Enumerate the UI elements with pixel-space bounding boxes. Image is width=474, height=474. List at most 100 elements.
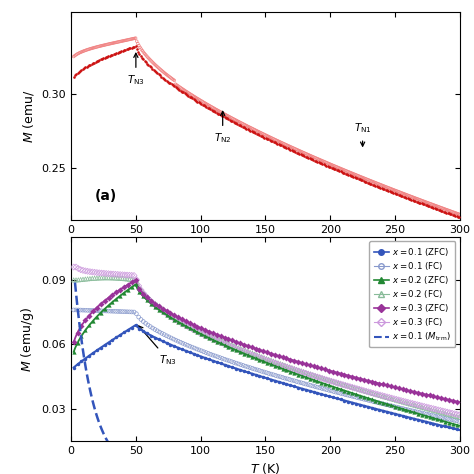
Point xyxy=(400,193,408,201)
Point xyxy=(95,43,103,50)
Point xyxy=(182,321,189,329)
Point xyxy=(160,68,167,76)
Point xyxy=(97,56,105,64)
Point xyxy=(365,388,372,396)
Point xyxy=(252,355,259,362)
Point xyxy=(79,266,87,274)
Point xyxy=(404,400,412,407)
Point xyxy=(225,343,232,351)
Point xyxy=(144,321,152,329)
Point xyxy=(113,38,120,46)
Point xyxy=(423,403,430,411)
Point xyxy=(287,368,294,375)
Point xyxy=(446,207,454,215)
Point xyxy=(339,381,347,389)
Point xyxy=(344,382,351,390)
Point xyxy=(139,289,147,296)
Point xyxy=(84,267,91,275)
Point xyxy=(142,292,149,300)
Point xyxy=(320,158,328,165)
Point xyxy=(438,207,446,215)
Point xyxy=(293,365,301,373)
Point xyxy=(275,140,283,148)
Point xyxy=(372,405,379,412)
Point xyxy=(393,191,401,198)
Point xyxy=(207,332,214,339)
Point xyxy=(416,401,423,409)
Point xyxy=(319,157,327,165)
Point xyxy=(304,381,312,389)
Point xyxy=(346,169,354,176)
Point xyxy=(107,274,115,282)
Point xyxy=(85,321,93,329)
Point xyxy=(434,406,442,414)
Point xyxy=(325,382,333,389)
Point xyxy=(198,100,205,108)
Point xyxy=(163,308,170,316)
Point xyxy=(146,323,154,330)
Point xyxy=(343,167,351,175)
Point xyxy=(410,193,417,201)
Point xyxy=(392,396,400,404)
Point xyxy=(244,349,252,357)
Point xyxy=(268,134,275,142)
Point xyxy=(271,377,279,384)
Point xyxy=(451,412,458,419)
Point xyxy=(70,338,77,346)
Point xyxy=(154,303,161,310)
Point xyxy=(222,114,229,121)
Point xyxy=(451,212,459,219)
Point xyxy=(307,370,314,378)
Point xyxy=(293,146,301,154)
Point xyxy=(291,377,298,384)
Point xyxy=(352,374,360,382)
Point xyxy=(428,201,436,208)
Point xyxy=(441,408,449,415)
Point xyxy=(211,336,219,344)
Point xyxy=(116,38,124,46)
Text: $T_\mathrm{N2}$: $T_\mathrm{N2}$ xyxy=(214,111,231,145)
Point xyxy=(105,40,113,48)
Point xyxy=(100,55,107,62)
Point xyxy=(300,368,307,375)
Point xyxy=(167,311,175,319)
Point xyxy=(302,153,310,160)
Point xyxy=(93,307,100,314)
Point xyxy=(318,379,325,386)
Point xyxy=(211,334,219,342)
Point xyxy=(320,375,328,383)
Point xyxy=(156,65,164,73)
Point xyxy=(226,340,233,347)
Point xyxy=(174,317,182,325)
Point xyxy=(236,366,244,374)
Point xyxy=(369,390,377,397)
Point xyxy=(73,50,81,58)
Point xyxy=(441,418,449,425)
Point xyxy=(237,361,245,368)
Point xyxy=(244,122,251,130)
Point xyxy=(275,378,283,386)
Point xyxy=(194,323,201,330)
Point xyxy=(203,100,210,108)
Point xyxy=(363,178,370,186)
Point xyxy=(455,418,463,425)
Point xyxy=(456,213,463,221)
Point xyxy=(345,171,352,179)
Point xyxy=(235,121,243,128)
Point xyxy=(410,194,418,201)
Point xyxy=(323,376,330,383)
Point xyxy=(98,42,105,50)
Point xyxy=(151,326,159,333)
Point xyxy=(96,42,104,50)
Point xyxy=(337,380,345,387)
Point xyxy=(79,65,87,73)
Point xyxy=(409,401,416,409)
Point xyxy=(204,101,211,109)
Point xyxy=(118,275,126,283)
Point xyxy=(304,151,312,158)
Point xyxy=(272,360,280,367)
Point xyxy=(171,311,178,319)
Point xyxy=(97,309,105,317)
Point xyxy=(267,134,274,141)
Point xyxy=(105,301,112,309)
